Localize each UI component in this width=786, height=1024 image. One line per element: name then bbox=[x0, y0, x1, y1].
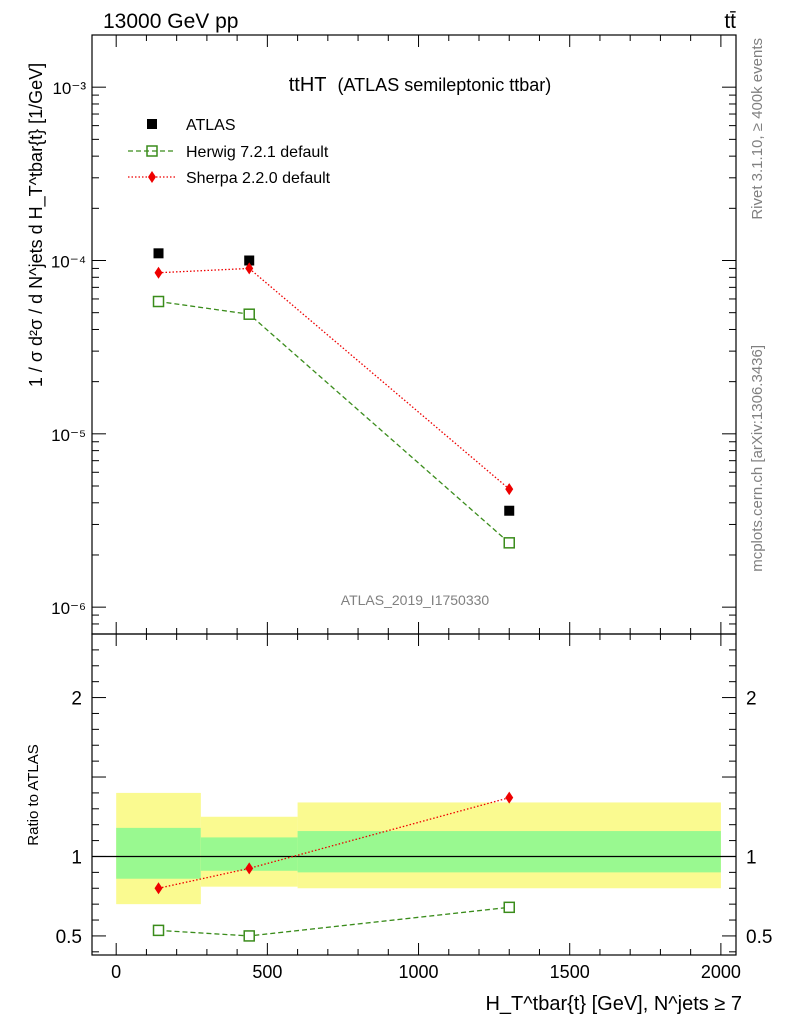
main-atlas-point-1 bbox=[244, 255, 255, 266]
ratio-ytick-label-right-2: 2 bbox=[746, 689, 757, 710]
ratio-ytick-label-left-2: 2 bbox=[71, 689, 82, 710]
legend: ATLAS Herwig 7.2.1 default Sherpa 2.2.0 … bbox=[128, 117, 331, 187]
ratio-herwig-line bbox=[158, 906, 510, 937]
legend-entry-herwig: Herwig 7.2.1 default bbox=[186, 144, 329, 161]
x-tick-label-2000: 2000 bbox=[701, 962, 741, 982]
tick-labels: 0 500 1000 1500 2000 10⁻⁶ 10⁻⁵ 10⁻⁴ 10⁻³ 0.5 0.5 1 1… bbox=[51, 79, 773, 982]
xlabel: H_T^tbar{t} [GeV], N^jets ≥ 7 bbox=[485, 993, 742, 1015]
data-points bbox=[152, 248, 515, 942]
main-herwig-point-1 bbox=[243, 308, 255, 320]
ratio-herwig-point-2 bbox=[503, 901, 515, 914]
main-herwig-line bbox=[158, 300, 510, 544]
main-ylabel: 1 / σ d²σ / d N^jets d H_T^tbar{t} [1/Ge… bbox=[26, 63, 47, 387]
main-ytick-label-2: 10⁻⁴ bbox=[51, 253, 86, 272]
legend-marker-atlas bbox=[147, 119, 157, 129]
x-tick-label-500: 500 bbox=[252, 962, 282, 982]
main-sherpa-point-2 bbox=[505, 483, 514, 496]
mcplots-label: mcplots.cern.ch [arXiv:1306.3436] bbox=[749, 345, 766, 572]
legend-entry-atlas: ATLAS bbox=[186, 117, 236, 134]
plot-title-sub: (ATLAS semileptonic ttbar) bbox=[338, 75, 552, 95]
ratio-herwig-point-0 bbox=[152, 924, 165, 937]
rivet-label: Rivet 3.1.10, ≥ 400k events bbox=[749, 38, 766, 220]
x-tick-label-0: 0 bbox=[111, 962, 121, 982]
ratio-ytick-label-right-0: 0.5 bbox=[746, 927, 772, 948]
ratio-bands bbox=[92, 792, 736, 905]
plot-title-main: ttHT bbox=[289, 74, 327, 96]
main-herwig-point-0 bbox=[152, 295, 165, 308]
main-sherpa-point-1 bbox=[245, 262, 254, 275]
energy-label: 13000 GeV pp bbox=[103, 10, 238, 33]
ratio-ytick-label-right-1: 1 bbox=[746, 847, 757, 868]
ratio-sherpa-point-1 bbox=[245, 862, 254, 875]
main-atlas-point-0 bbox=[153, 248, 164, 259]
ratio-herwig-point-1 bbox=[243, 930, 255, 942]
band-inner-2 bbox=[297, 831, 721, 873]
ratio-ytick-label-left-1: 1 bbox=[71, 847, 82, 868]
main-sherpa-point-0 bbox=[154, 266, 163, 279]
main-ytick-label-1: 10⁻⁵ bbox=[51, 426, 86, 445]
main-ytick-label-0: 10⁻⁶ bbox=[51, 599, 86, 618]
watermark: ATLAS_2019_I1750330 bbox=[341, 592, 490, 608]
ratio-frame bbox=[91, 633, 737, 956]
x-tick-label-1000: 1000 bbox=[399, 962, 439, 982]
x-tick-label-1500: 1500 bbox=[550, 962, 590, 982]
main-sherpa-line bbox=[158, 267, 510, 490]
main-herwig-point-2 bbox=[503, 537, 515, 549]
ratio-ylabel: Ratio to ATLAS bbox=[25, 744, 42, 845]
process-label: tt̄ bbox=[724, 10, 736, 33]
axes bbox=[91, 34, 737, 956]
legend-marker-sherpa bbox=[148, 171, 156, 183]
legend-entry-sherpa: Sherpa 2.2.0 default bbox=[186, 170, 331, 187]
plot-title: ttHT (ATLAS semileptonic ttbar) bbox=[289, 74, 552, 96]
ratio-sherpa-point-2 bbox=[505, 791, 514, 804]
main-atlas-point-2 bbox=[504, 505, 515, 516]
legend-marker-herwig bbox=[146, 145, 158, 157]
main-ytick-label-3: 10⁻³ bbox=[52, 79, 86, 98]
band-inner-0 bbox=[116, 827, 201, 879]
ratio-ytick-label-left-0: 0.5 bbox=[56, 927, 82, 948]
ratio-sherpa-point-0 bbox=[154, 882, 163, 895]
